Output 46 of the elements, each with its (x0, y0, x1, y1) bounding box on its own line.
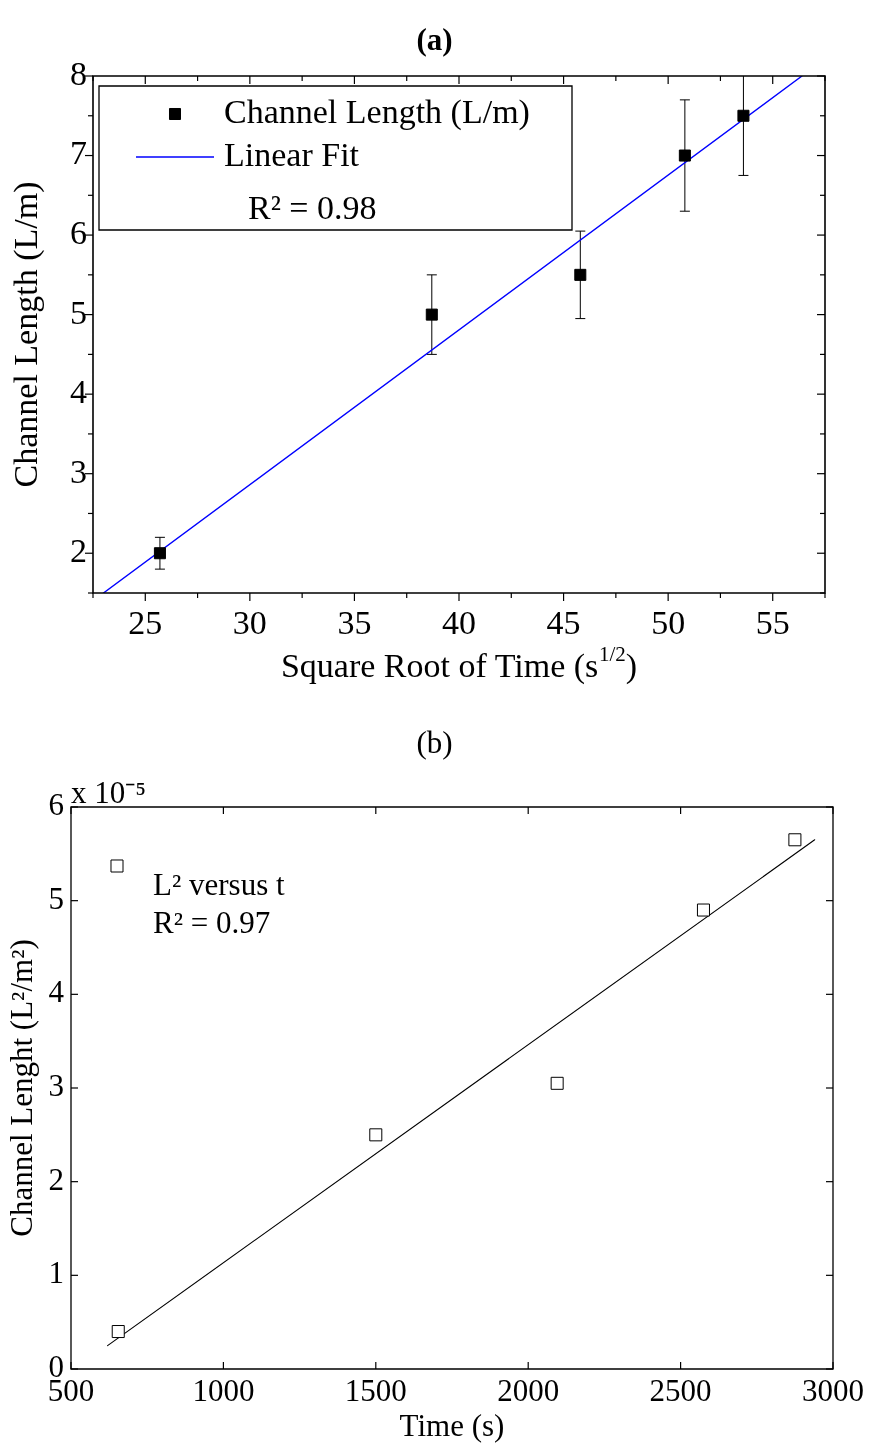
x-tick-label: 55 (755, 604, 790, 642)
y-tick-label: 6 (48, 787, 64, 823)
legend-label: L² versus t (153, 867, 285, 903)
annotation: R² = 0.98 (248, 188, 377, 226)
point (369, 1128, 383, 1142)
annotation: R² = 0.97 (153, 905, 271, 941)
x-tick-label: 1500 (344, 1372, 407, 1408)
y-tick-label: 5 (70, 293, 87, 331)
x-tick-label: 30 (232, 604, 267, 642)
x-tick-label: 50 (651, 604, 686, 642)
y-tick-label: 2 (70, 532, 87, 570)
point (111, 1325, 125, 1339)
x-tick-label: 1000 (192, 1372, 255, 1408)
point (550, 1076, 564, 1090)
point (153, 547, 166, 560)
y-tick-label: 4 (70, 373, 87, 411)
point (574, 268, 587, 281)
point (425, 308, 438, 321)
x-tick-label: 2500 (649, 1372, 712, 1408)
x-tick-label: 45 (546, 604, 581, 642)
legend-label: Channel Length (L/m) (224, 92, 530, 131)
chart-title: (a) (416, 22, 453, 58)
y-axis-title: Channel Lenght (L²/m²) (4, 939, 40, 1237)
y-axis-title: Channel Length (L/m) (6, 181, 45, 488)
x-tick-label: 25 (128, 604, 163, 642)
annotation: x 10⁻⁵ (71, 775, 147, 811)
y-tick-label: 1 (48, 1255, 64, 1291)
legend-label: Linear Fit (224, 135, 360, 173)
chart-title: (b) (416, 725, 453, 761)
y-tick-label: 4 (48, 974, 65, 1010)
y-tick-label: 6 (70, 214, 87, 251)
y-tick-label: 7 (70, 134, 87, 172)
x-tick-label: 2000 (497, 1372, 560, 1408)
y-tick-label: 5 (48, 880, 64, 916)
point (737, 109, 750, 122)
point (788, 833, 802, 847)
y-tick-label: 8 (70, 54, 87, 92)
x-axis-title: Time (s) (399, 1408, 505, 1444)
y-tick-label: 3 (48, 1068, 64, 1104)
y-tick-label: 3 (70, 452, 87, 490)
x-tick-label: 35 (337, 604, 372, 642)
point (678, 149, 691, 162)
point (696, 903, 710, 917)
x-tick-label: 3000 (802, 1372, 864, 1408)
y-tick-label: 2 (48, 1161, 64, 1197)
x-tick-label: 40 (442, 604, 476, 642)
